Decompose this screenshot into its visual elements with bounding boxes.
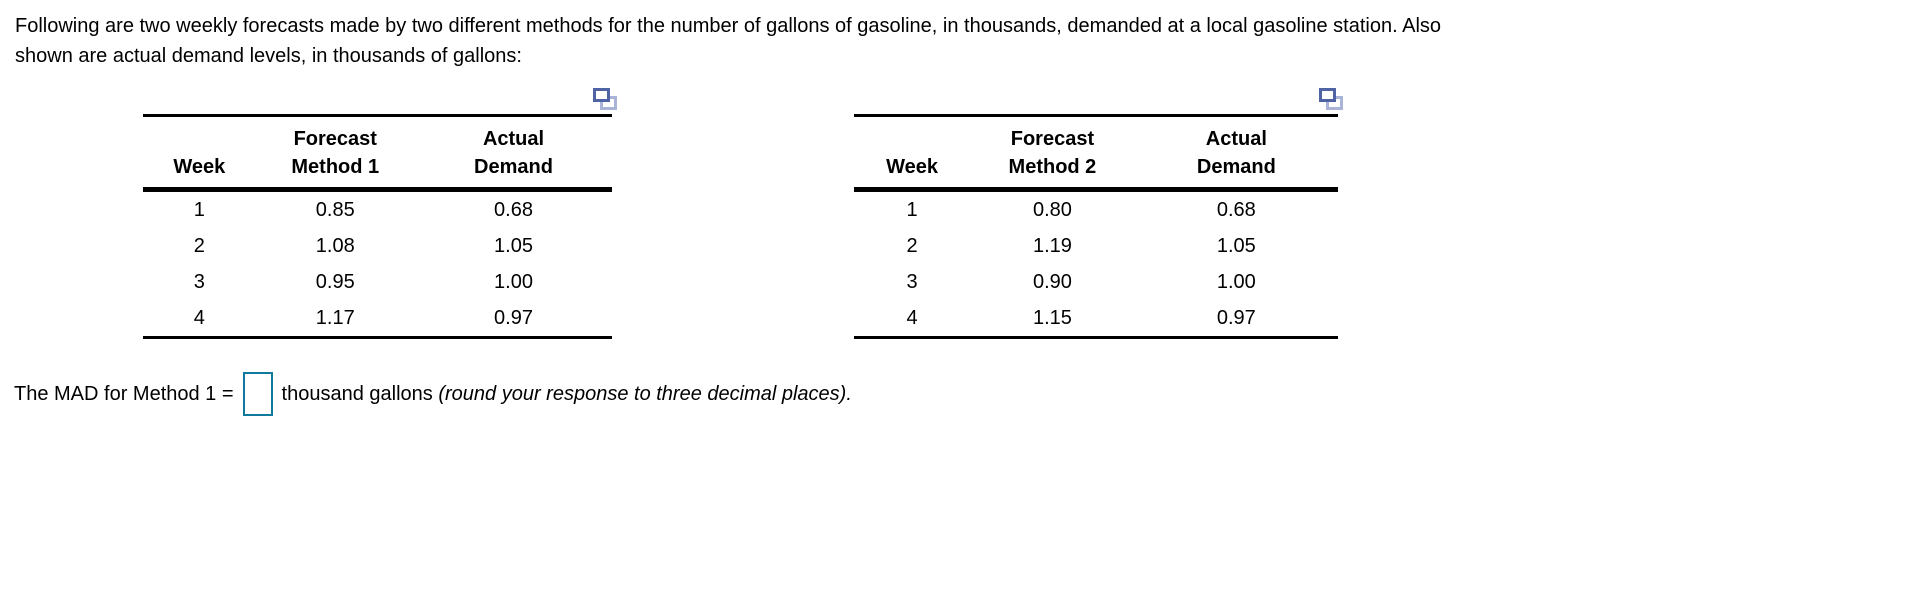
header-forecast-line1: Forecast xyxy=(1010,128,1095,150)
table-row: 1 0.85 0.68 xyxy=(143,190,612,229)
table-cell: 1.00 xyxy=(1216,271,1256,293)
header-week: Week xyxy=(854,153,971,192)
table-row: 3 0.90 1.00 xyxy=(854,264,1338,300)
table-row: 4 1.17 0.97 xyxy=(143,300,612,338)
table-cell: 1 xyxy=(193,199,205,221)
header-forecast-line2: Method 1 xyxy=(255,153,415,192)
table-cell: 1.08 xyxy=(315,235,355,257)
table-cell: 1.19 xyxy=(1032,235,1072,257)
header-blank xyxy=(143,116,256,154)
table-cell: 3 xyxy=(193,271,205,293)
problem-statement-line-1: Following are two weekly forecasts made … xyxy=(15,15,1442,37)
forecast-table-method-1: Forecast Actual Week Method 1 Demand 1 0.… xyxy=(143,88,617,339)
header-actual-line2: Demand xyxy=(1134,153,1338,192)
forecast-table-method-2: Forecast Actual Week Method 2 Demand 1 0.… xyxy=(854,88,1343,339)
popout-table-icon[interactable] xyxy=(593,88,618,111)
header-actual-line1: Actual xyxy=(1205,128,1267,150)
mad-question-unit: thousand gallons xyxy=(281,382,439,405)
table-cell: 2 xyxy=(906,235,918,257)
table-cell: 1.05 xyxy=(1216,235,1256,257)
table-cell: 0.68 xyxy=(1216,199,1256,221)
table-cell: 0.85 xyxy=(315,199,355,221)
table-cell: 0.90 xyxy=(1032,271,1072,293)
problem-statement: Following are two weekly forecasts made … xyxy=(15,11,1441,71)
header-actual-line1: Actual xyxy=(482,128,545,150)
table-cell: 2 xyxy=(193,235,205,257)
header-actual-line2: Demand xyxy=(415,153,612,192)
mad-question-rounding-note: (round your response to three decimal pl… xyxy=(438,382,852,405)
table-cell: 0.68 xyxy=(494,199,533,221)
table-cell: 4 xyxy=(906,307,918,329)
table-body-method-2: 1 0.80 0.68 2 1.19 1.05 3 0.90 1.00 4 1.15 0.97 xyxy=(854,190,1338,338)
header-blank xyxy=(854,116,970,154)
table-row: 1 0.80 0.68 xyxy=(854,190,1338,229)
mad-answer-input[interactable] xyxy=(242,372,273,416)
table-cell: 0.95 xyxy=(315,271,355,293)
table-cell: 4 xyxy=(193,307,205,329)
table-cell: 1.05 xyxy=(494,235,533,257)
header-forecast-line2: Method 2 xyxy=(970,153,1135,192)
table-cell: 0.97 xyxy=(494,307,533,329)
table-cell: 1.00 xyxy=(494,271,533,293)
table-body-method-1: 1 0.85 0.68 2 1.08 1.05 3 0.95 1.00 4 1.17 0.97 xyxy=(143,190,612,338)
table-cell: 3 xyxy=(906,271,918,293)
data-table-method-1: Forecast Actual Week Method 1 Demand 1 0.… xyxy=(143,114,612,339)
table-cell: 1 xyxy=(906,199,918,221)
header-forecast-line1: Forecast xyxy=(293,128,377,150)
table-cell: 0.97 xyxy=(1216,307,1256,329)
table-row: 2 1.08 1.05 xyxy=(143,228,612,264)
data-table-method-2: Forecast Actual Week Method 2 Demand 1 0.… xyxy=(854,114,1338,339)
header-week: Week xyxy=(143,153,256,192)
popout-icon-front-square xyxy=(1319,88,1336,102)
table-cell: 0.80 xyxy=(1032,199,1072,221)
problem-statement-line-2: shown are actual demand levels, in thous… xyxy=(15,45,522,67)
table-row: 3 0.95 1.00 xyxy=(143,264,612,300)
mad-question-line: The MAD for Method 1 = thousand gallons … xyxy=(14,371,852,417)
mad-question-prefix: The MAD for Method 1 = xyxy=(14,382,234,405)
table-row: 2 1.19 1.05 xyxy=(854,228,1338,264)
popout-icon-front-square xyxy=(593,88,610,102)
table-cell: 1.17 xyxy=(315,307,355,329)
table-cell: 1.15 xyxy=(1032,307,1072,329)
table-row: 4 1.15 0.97 xyxy=(854,300,1338,338)
popout-table-icon[interactable] xyxy=(1319,88,1344,111)
